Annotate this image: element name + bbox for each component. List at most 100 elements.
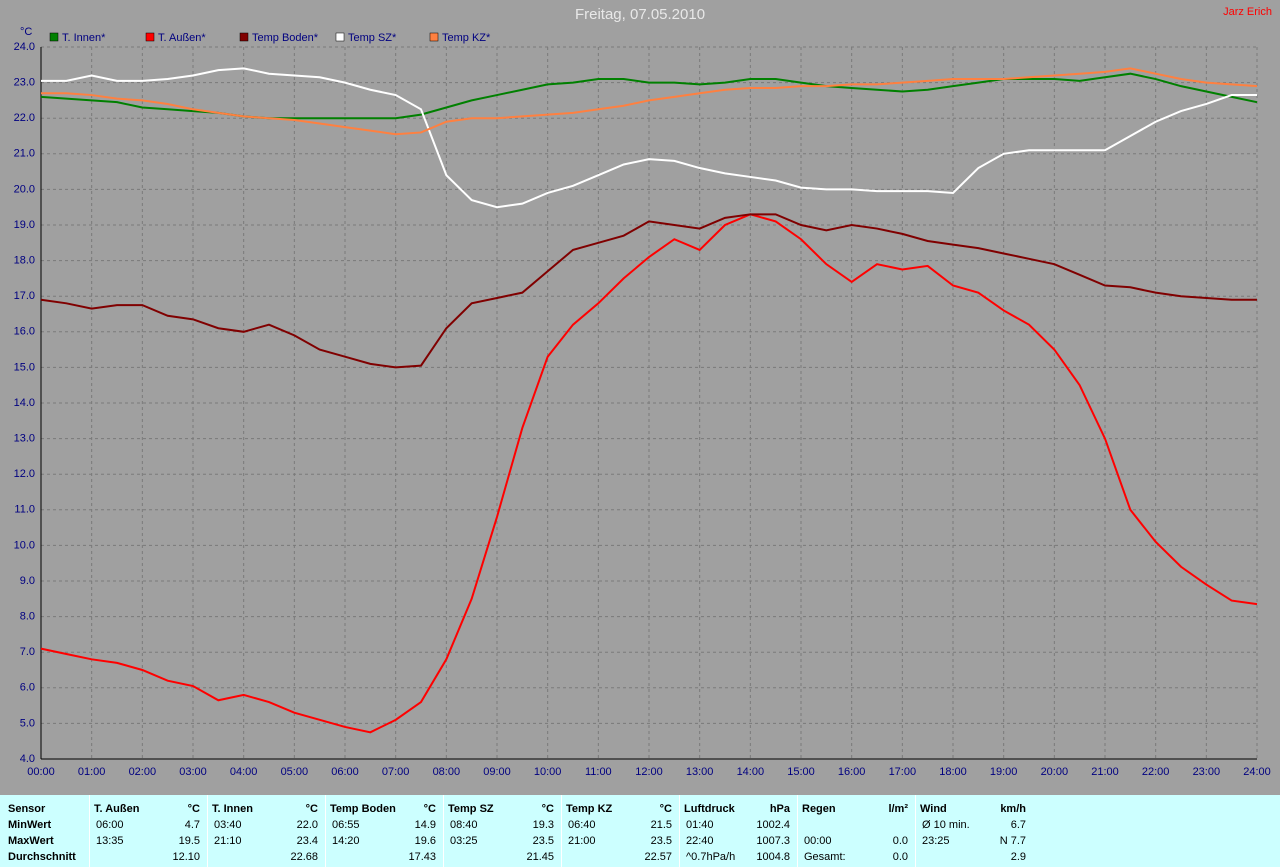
legend-label: Temp SZ* bbox=[348, 32, 397, 44]
series-line bbox=[40, 213, 1257, 369]
cell-left: 21:00 bbox=[568, 835, 596, 847]
x-tick-label: 08:00 bbox=[433, 766, 461, 778]
column-unit: °C bbox=[305, 803, 318, 815]
cell-left: 06:55 bbox=[332, 819, 360, 831]
cell-value: 19.3 bbox=[532, 819, 554, 831]
cell-left: 08:40 bbox=[450, 819, 478, 831]
x-tick-label: 24:00 bbox=[1243, 766, 1271, 778]
column-separator bbox=[561, 795, 562, 867]
column-header: Temp SZ bbox=[448, 803, 494, 815]
x-tick-label: 02:00 bbox=[129, 766, 157, 778]
column-unit: °C bbox=[659, 803, 672, 815]
y-tick-label: 17.0 bbox=[14, 290, 35, 302]
x-tick-label: 01:00 bbox=[78, 766, 106, 778]
legend-swatch bbox=[335, 32, 345, 42]
stats-table: Sensor MinWert MaxWert Durchschnitt T. Außen… bbox=[0, 795, 1280, 867]
row-label: Durchschnitt bbox=[8, 851, 76, 863]
cell-value: 23.5 bbox=[532, 835, 554, 847]
x-tick-label: 12:00 bbox=[635, 766, 663, 778]
column-separator bbox=[207, 795, 208, 867]
cell-value: 4.7 bbox=[184, 819, 200, 831]
y-tick-label: 22.0 bbox=[14, 112, 35, 124]
cell-value: 0.0 bbox=[892, 835, 908, 847]
x-tick-label: 03:00 bbox=[179, 766, 207, 778]
cell-value: 1007.3 bbox=[756, 835, 790, 847]
column-unit: km/h bbox=[1000, 803, 1026, 815]
cell-left: 01:40 bbox=[686, 819, 714, 831]
y-tick-label: 11.0 bbox=[14, 504, 35, 516]
row-label: Sensor bbox=[8, 803, 46, 815]
column-header: Temp KZ bbox=[566, 803, 613, 815]
cell-value: 2.9 bbox=[1010, 851, 1026, 863]
cell-value: 21.45 bbox=[526, 851, 554, 863]
x-tick-label: 05:00 bbox=[281, 766, 309, 778]
cell-left: 03:40 bbox=[214, 819, 242, 831]
cell-value: 1002.4 bbox=[756, 819, 790, 831]
column-separator bbox=[443, 795, 444, 867]
cell-value: 17.43 bbox=[408, 851, 436, 863]
x-tick-label: 07:00 bbox=[382, 766, 410, 778]
x-tick-label: 17:00 bbox=[889, 766, 917, 778]
cell-value: 21.5 bbox=[650, 819, 672, 831]
legend-label: Temp Boden* bbox=[252, 32, 319, 44]
column-header: T. Innen bbox=[212, 803, 253, 815]
column-header: T. Außen bbox=[94, 803, 140, 815]
y-tick-label: 19.0 bbox=[14, 219, 35, 231]
y-tick-label: 10.0 bbox=[14, 539, 35, 551]
column-unit: °C bbox=[541, 803, 554, 815]
x-tick-label: 16:00 bbox=[838, 766, 866, 778]
y-tick-label: 16.0 bbox=[14, 326, 35, 338]
cell-left: Ø 10 min. bbox=[922, 819, 970, 831]
legend-swatch bbox=[429, 32, 439, 42]
column-header: Luftdruck bbox=[684, 803, 735, 815]
cell-value: 23.5 bbox=[650, 835, 672, 847]
y-tick-label: 24.0 bbox=[14, 41, 35, 53]
legend-swatch bbox=[239, 32, 249, 42]
cell-left: ^0.7hPa/h bbox=[686, 851, 736, 863]
legend-label: T. Außen* bbox=[158, 32, 206, 44]
x-tick-label: 23:00 bbox=[1193, 766, 1221, 778]
cell-value: 22.68 bbox=[290, 851, 318, 863]
chart: Freitag, 07.05.2010 Jarz Erich °C 4.0 5.0… bbox=[14, 6, 1272, 778]
x-tick-label: 14:00 bbox=[737, 766, 765, 778]
column-separator bbox=[89, 795, 90, 867]
x-tick-label: 04:00 bbox=[230, 766, 258, 778]
column-unit: °C bbox=[423, 803, 436, 815]
x-tick-label: 09:00 bbox=[483, 766, 511, 778]
cell-value: 0.0 bbox=[892, 851, 908, 863]
cell-value: 6.7 bbox=[1010, 819, 1026, 831]
y-tick-label: 18.0 bbox=[14, 255, 35, 267]
x-tick-label: 22:00 bbox=[1142, 766, 1170, 778]
column-header: Regen bbox=[802, 803, 836, 815]
cell-left: 13:35 bbox=[96, 835, 124, 847]
column-header: Wind bbox=[920, 803, 947, 815]
cell-value: 12.10 bbox=[172, 851, 200, 863]
cell-left: 21:10 bbox=[214, 835, 242, 847]
y-tick-label: 13.0 bbox=[14, 433, 35, 445]
x-tick-label: 10:00 bbox=[534, 766, 562, 778]
cell-value: 19.6 bbox=[414, 835, 436, 847]
y-tick-label: 7.0 bbox=[20, 646, 35, 658]
cell-left: 23:25 bbox=[922, 835, 950, 847]
y-tick-label: 5.0 bbox=[20, 717, 35, 729]
y-tick-label: 6.0 bbox=[20, 682, 35, 694]
legend-label: Temp KZ* bbox=[442, 32, 491, 44]
cell-value: 14.9 bbox=[414, 819, 436, 831]
x-tick-label: 18:00 bbox=[939, 766, 967, 778]
cell-value: 23.4 bbox=[296, 835, 318, 847]
cell-value: 22.0 bbox=[296, 819, 318, 831]
cell-left: 06:40 bbox=[568, 819, 596, 831]
column-separator bbox=[915, 795, 916, 867]
cell-value: 19.5 bbox=[178, 835, 200, 847]
x-tick-label: 13:00 bbox=[686, 766, 714, 778]
y-tick-label: 15.0 bbox=[14, 361, 35, 373]
column-unit: °C bbox=[187, 803, 200, 815]
column-header: Temp Boden bbox=[330, 803, 396, 815]
x-tick-label: 00:00 bbox=[27, 766, 55, 778]
row-label: MinWert bbox=[8, 819, 52, 831]
cell-left: 14:20 bbox=[332, 835, 360, 847]
row-label: MaxWert bbox=[8, 835, 54, 847]
y-tick-label: 4.0 bbox=[20, 753, 35, 765]
series-line bbox=[41, 67, 1258, 136]
